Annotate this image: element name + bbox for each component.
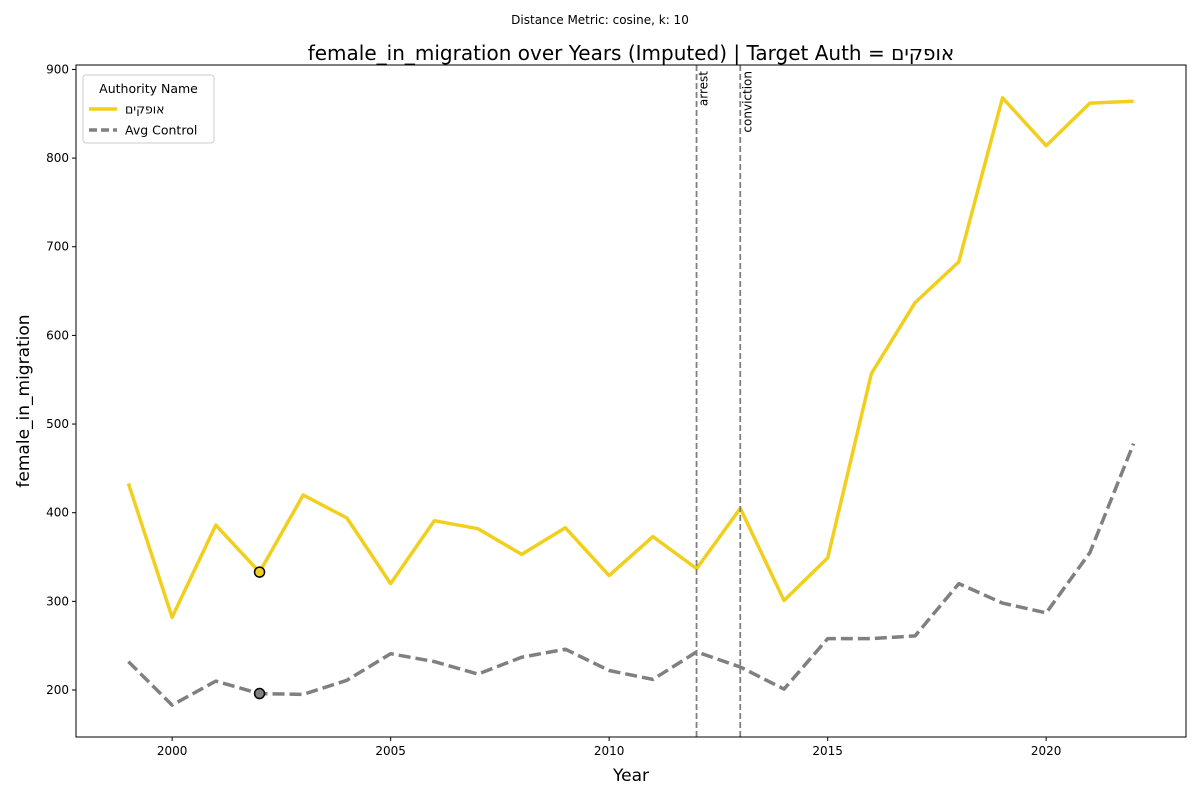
y-tick-label: 800 — [46, 151, 69, 165]
x-tick-label: 2015 — [812, 744, 843, 758]
y-axis-title: female_in_migration — [14, 314, 34, 487]
x-tick-label: 2000 — [157, 744, 188, 758]
data-point-marker — [253, 566, 266, 578]
y-tick-label: 200 — [46, 683, 69, 697]
x-axis-title: Year — [612, 766, 649, 786]
x-tick-label: 2020 — [1031, 744, 1062, 758]
event-label-conviction: conviction — [740, 71, 754, 133]
series-line-target — [126, 96, 1134, 620]
y-tick-label: 400 — [46, 506, 69, 520]
y-tick-label: 500 — [46, 417, 69, 431]
chart-title: female_in_migration over Years (Imputed)… — [308, 41, 955, 65]
legend-label-target: אופקים — [125, 102, 165, 117]
legend-box — [82, 74, 215, 144]
data-point-marker — [253, 687, 266, 700]
y-tick-label: 900 — [46, 62, 69, 76]
y-tick-label: 700 — [46, 240, 69, 254]
x-tick-label: 2005 — [375, 744, 406, 758]
x-tick-label: 2010 — [594, 744, 625, 758]
series-line-avg-control — [127, 442, 1136, 707]
y-tick-label: 300 — [46, 594, 69, 608]
event-label-arrest: arrest — [697, 71, 711, 106]
legend-label-avg-control: Avg Control — [125, 123, 197, 138]
y-tick-label: 600 — [46, 328, 69, 342]
legend-title: Authority Name — [99, 81, 198, 96]
plot-frame — [75, 64, 1187, 738]
figure-suptitle: Distance Metric: cosine, k: 10 — [511, 13, 689, 27]
